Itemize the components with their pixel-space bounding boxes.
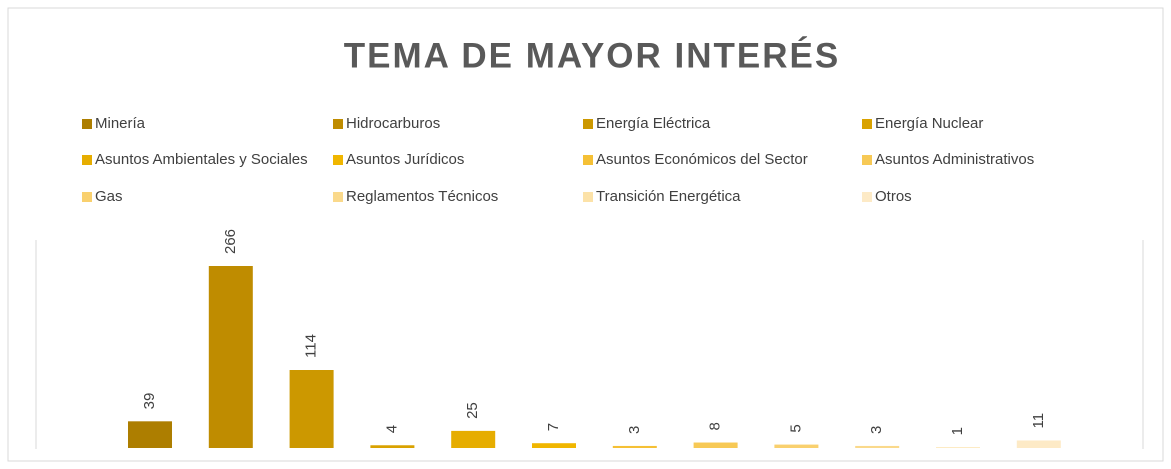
bar <box>289 370 334 448</box>
bar <box>936 447 980 448</box>
chart-frame <box>7 7 1164 462</box>
legend-swatch <box>583 192 593 202</box>
legend-swatch <box>333 155 343 165</box>
bar <box>612 445 657 448</box>
chart-title: TEMA DE MAYOR INTERÉS <box>344 35 840 75</box>
legend-swatch <box>333 192 343 202</box>
data-label: 4 <box>383 425 400 433</box>
legend-swatch <box>862 192 872 202</box>
data-label: 114 <box>303 334 320 358</box>
bar <box>774 444 819 448</box>
bar <box>128 421 172 448</box>
bar <box>370 445 415 448</box>
legend-label: Otros <box>875 188 912 205</box>
legend-label: Reglamentos Técnicos <box>346 188 498 205</box>
legend-swatch <box>862 155 872 165</box>
bar <box>1016 440 1061 448</box>
data-label: 7 <box>545 423 562 431</box>
legend-label: Transición Energética <box>596 188 741 205</box>
data-label: 39 <box>141 393 158 410</box>
legend-label: Asuntos Administrativos <box>875 151 1034 168</box>
legend-swatch <box>583 155 593 165</box>
legend-label: Asuntos Jurídicos <box>346 151 464 168</box>
legend-label: Gas <box>95 188 123 205</box>
data-label: 3 <box>626 426 643 434</box>
legend-label: Energía Nuclear <box>875 115 983 132</box>
bar <box>855 445 900 448</box>
legend-swatch <box>333 119 343 129</box>
legend-label: Hidrocarburos <box>346 115 440 132</box>
data-label: 266 <box>222 229 239 254</box>
legend-label: Asuntos Económicos del Sector <box>596 151 808 168</box>
data-label: 5 <box>787 424 804 432</box>
bar <box>451 430 496 448</box>
data-label: 25 <box>464 402 481 419</box>
legend-swatch <box>82 155 92 165</box>
legend-label: Energía Eléctrica <box>596 115 711 132</box>
data-label: 3 <box>868 426 885 434</box>
bar <box>532 443 576 448</box>
data-label: 11 <box>1030 413 1047 429</box>
bar <box>208 266 253 448</box>
legend-swatch <box>862 119 872 129</box>
data-label: 1 <box>949 427 966 435</box>
data-label: 8 <box>707 422 724 430</box>
legend-label: Asuntos Ambientales y Sociales <box>95 151 308 168</box>
legend-swatch <box>583 119 593 129</box>
legend-swatch <box>82 192 92 202</box>
bar <box>693 442 738 448</box>
legend-label: Minería <box>95 115 146 132</box>
legend-swatch <box>82 119 92 129</box>
